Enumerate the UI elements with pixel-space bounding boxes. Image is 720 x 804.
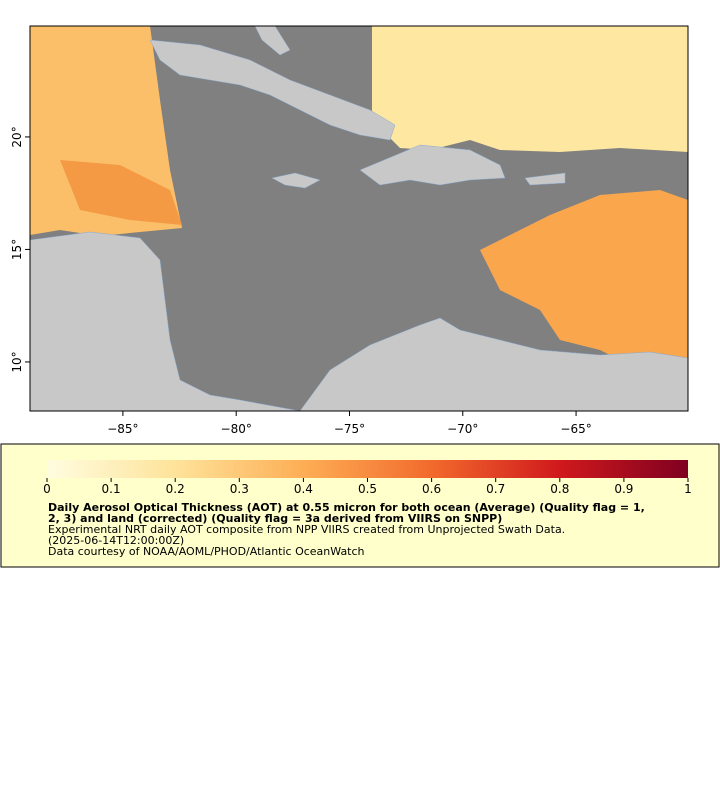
aot-region [372,26,688,152]
y-tick-label: 10° [10,351,24,372]
x-tick-label: −65° [560,422,591,436]
colorbar-tick-label: 0.1 [102,482,121,496]
colorbar-tick-label: 1 [684,482,692,496]
map-frame [29,25,689,412]
colorbar-tick-label: 0 [43,482,51,496]
x-tick-label: −70° [447,422,478,436]
aot-region [480,190,688,380]
colorbar-tick-label: 0.7 [486,482,505,496]
colorbar [47,460,688,478]
colorbar-tick-label: 0.2 [166,482,185,496]
colorbar-tick-label: 0.9 [614,482,633,496]
colorbar-tick-label: 0.8 [550,482,569,496]
x-tick-label: −75° [334,422,365,436]
x-tick-label: −80° [221,422,252,436]
colorbar-tick-label: 0.3 [230,482,249,496]
y-tick-label: 15° [10,239,24,260]
caption-title: Daily Aerosol Optical Thickness (AOT) at… [48,501,645,514]
colorbar-tick-label: 0.4 [294,482,313,496]
y-tick-label: 20° [10,126,24,147]
aot-region [60,160,182,225]
caption-line: Data courtesy of NOAA/AOML/PHOD/Atlantic… [48,545,365,558]
x-tick-label: −85° [107,422,138,436]
caption-line: (2025-06-14T12:00:00Z) [48,534,184,547]
caption-title: 2, 3) and land (corrected) (Quality flag… [48,512,502,525]
land [30,26,688,411]
colorbar-tick-label: 0.5 [358,482,377,496]
caption-line: Experimental NRT daily AOT composite fro… [48,523,565,536]
map-image [30,26,688,411]
colorbar-tick-label: 0.6 [422,482,441,496]
